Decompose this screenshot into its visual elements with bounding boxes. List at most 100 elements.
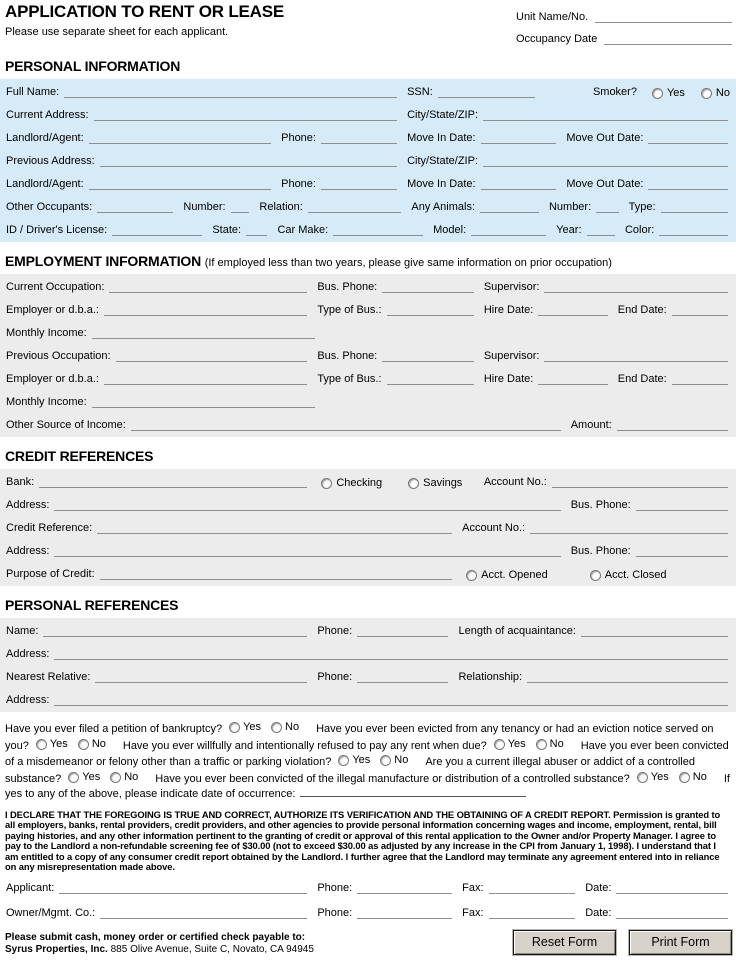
field-input-line[interactable] [115, 360, 308, 362]
radio-yes[interactable]: Yes [338, 755, 370, 766]
field-input-line[interactable] [357, 892, 453, 894]
field-input-line[interactable] [480, 211, 539, 213]
field-input-line[interactable] [648, 142, 728, 144]
field-input-line[interactable] [88, 142, 272, 144]
field-input-line[interactable] [54, 509, 561, 511]
occupancy-date-input[interactable] [604, 43, 732, 45]
field-input-line[interactable] [320, 188, 398, 190]
field-input-line[interactable] [103, 383, 308, 385]
field-input-line[interactable] [659, 234, 728, 236]
unit-name-input[interactable] [595, 21, 732, 23]
field-input-line[interactable] [91, 406, 316, 408]
radio-yes[interactable]: Yes [493, 738, 526, 750]
field-input-line[interactable] [97, 211, 174, 213]
field-input-line[interactable] [671, 383, 728, 385]
form-cell: Year: [556, 218, 625, 241]
field-input-line[interactable] [635, 509, 728, 511]
field-input-line[interactable] [660, 211, 728, 213]
field-input-line[interactable] [527, 681, 728, 683]
field-input-line[interactable] [544, 291, 728, 293]
field-input-line[interactable] [551, 486, 728, 488]
radio-yes[interactable]: Yes [68, 771, 100, 783]
field-input-line[interactable] [54, 555, 561, 557]
unit-name-label: Unit Name/No. [516, 11, 589, 23]
field-input-line[interactable] [616, 917, 728, 919]
field-input-line[interactable] [95, 681, 308, 683]
field-input-line[interactable] [54, 704, 728, 706]
radio-no[interactable]: No [271, 722, 299, 733]
radio-no[interactable]: No [380, 755, 408, 766]
radio-yes[interactable]: Yes [229, 722, 261, 733]
field-input-line[interactable] [100, 917, 308, 919]
radio-checking[interactable]: Checking [321, 478, 382, 489]
field-input-line[interactable] [386, 383, 474, 385]
field-input-line[interactable] [97, 532, 453, 534]
field-input-line[interactable] [99, 578, 453, 580]
field-input-line[interactable] [488, 892, 576, 894]
form-cell: Bank: [6, 470, 317, 493]
radio-no[interactable]: No [678, 771, 707, 783]
declaration-paragraph: I DECLARE THAT THE FOREGOING IS TRUE AND… [5, 808, 721, 872]
field-input-line[interactable] [91, 337, 316, 339]
radio-savings[interactable]: Savings [408, 478, 462, 489]
radio-yes[interactable]: Yes [35, 738, 68, 750]
radio-no[interactable]: No [535, 738, 564, 750]
field-input-line[interactable] [437, 96, 535, 98]
radio-no[interactable]: No [77, 738, 106, 750]
print-form-button[interactable]: Print Form [629, 929, 732, 955]
field-input-line[interactable] [544, 360, 728, 362]
field-input-line[interactable] [112, 234, 203, 236]
radio-circle-icon [110, 771, 122, 783]
field-input-line[interactable] [59, 892, 308, 894]
field-input-line[interactable] [671, 314, 728, 316]
field-input-line[interactable] [616, 892, 728, 894]
field-input-line[interactable] [130, 429, 561, 431]
field-input-line[interactable] [357, 681, 449, 683]
field-input-line[interactable] [93, 119, 398, 121]
radio-no[interactable]: No [110, 771, 138, 783]
reset-form-button[interactable]: Reset Form [513, 929, 616, 955]
field-input-line[interactable] [54, 658, 728, 660]
field-input-line[interactable] [320, 142, 398, 144]
field-input-line[interactable] [43, 635, 308, 637]
radio-acct-opened[interactable]: Acct. Opened [466, 570, 548, 581]
field-input-line[interactable] [616, 429, 728, 431]
field-input-line[interactable] [538, 314, 608, 316]
field-input-line[interactable] [483, 119, 728, 121]
field-input-line[interactable] [357, 917, 453, 919]
field-input-line[interactable] [246, 234, 268, 236]
field-input-line[interactable] [580, 635, 728, 637]
field-input-line[interactable] [307, 211, 402, 213]
field-input-line[interactable] [382, 291, 474, 293]
field-input-line[interactable] [635, 555, 728, 557]
field-input-line[interactable] [88, 188, 272, 190]
field-input-line[interactable] [103, 314, 308, 316]
field-input-line[interactable] [471, 234, 547, 236]
field-input-line[interactable] [596, 211, 619, 213]
field-input-line[interactable] [480, 188, 557, 190]
radio-yes[interactable]: Yes [636, 771, 669, 783]
field-input-line[interactable] [483, 165, 728, 167]
field-label: Bus. Phone: [317, 350, 378, 362]
field-input-line[interactable] [386, 314, 474, 316]
form-cell: Type: [629, 195, 730, 218]
field-input-line[interactable] [480, 142, 557, 144]
field-input-line[interactable] [64, 96, 398, 98]
date-of-occurrence-line[interactable] [300, 796, 527, 797]
radio-no[interactable]: No [700, 88, 730, 99]
field-input-line[interactable] [586, 234, 615, 236]
radio-acct-closed[interactable]: Acct. Closed [589, 570, 667, 581]
field-input-line[interactable] [109, 291, 308, 293]
field-input-line[interactable] [230, 211, 250, 213]
field-input-line[interactable] [648, 188, 728, 190]
field-input-line[interactable] [382, 360, 474, 362]
field-input-line[interactable] [333, 234, 424, 236]
radio-yes[interactable]: Yes [651, 88, 685, 99]
field-input-line[interactable] [538, 383, 608, 385]
field-input-line[interactable] [99, 165, 398, 167]
field-input-line[interactable] [39, 486, 308, 488]
form-row: Owner/Mgmt. Co.: Phone: Fax: Date: [6, 899, 730, 924]
field-input-line[interactable] [357, 635, 449, 637]
field-input-line[interactable] [488, 917, 576, 919]
field-input-line[interactable] [530, 532, 728, 534]
